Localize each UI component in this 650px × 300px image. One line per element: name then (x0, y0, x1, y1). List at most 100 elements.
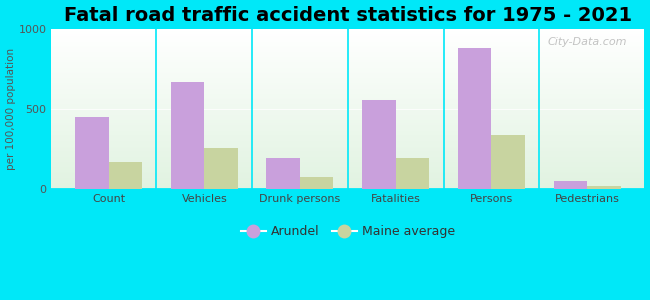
Bar (51, 136, 644, 137)
Bar (51, 73, 644, 74)
Bar (51, 63, 644, 64)
Bar (51, 77, 644, 78)
Bar (51, 148, 644, 149)
Bar (51, 150, 644, 151)
Bar (51, 133, 644, 134)
Bar (51, 99, 644, 100)
Bar (171, 82, 204, 189)
Title: Fatal road traffic accident statistics for 1975 - 2021: Fatal road traffic accident statistics f… (64, 6, 632, 25)
Bar (51, 92, 644, 93)
Bar (51, 151, 644, 152)
Bar (51, 52, 644, 53)
Bar (51, 117, 644, 118)
Bar (51, 32, 644, 33)
Bar (51, 175, 644, 176)
Bar (51, 67, 644, 68)
Bar (51, 146, 644, 147)
Bar (51, 42, 644, 43)
Bar (51, 29, 644, 30)
Bar (51, 84, 644, 85)
Bar (51, 97, 644, 98)
Bar (51, 163, 644, 164)
Bar (51, 179, 644, 180)
Bar (51, 123, 644, 124)
Bar (51, 35, 644, 36)
Bar (51, 60, 644, 61)
Bar (51, 96, 644, 97)
Bar (51, 128, 644, 129)
Bar (51, 103, 644, 104)
Bar (51, 187, 644, 188)
Bar (51, 69, 644, 70)
Bar (51, 118, 644, 119)
Bar (51, 39, 644, 40)
Bar (51, 66, 644, 67)
Bar (51, 104, 644, 105)
Bar (51, 171, 644, 172)
Bar (51, 125, 644, 126)
Bar (51, 62, 644, 63)
Bar (51, 147, 644, 148)
Bar (266, 158, 300, 189)
Bar (51, 102, 644, 103)
Bar (51, 127, 644, 128)
Bar (51, 37, 644, 38)
Bar (51, 75, 644, 76)
Bar (51, 138, 644, 139)
Bar (51, 153, 644, 154)
Bar (51, 126, 644, 127)
Legend: Arundel, Maine average: Arundel, Maine average (236, 220, 460, 244)
Bar (51, 182, 644, 183)
Bar (51, 45, 644, 46)
Bar (396, 158, 429, 189)
Bar (51, 120, 644, 121)
Bar (51, 143, 644, 144)
Bar (51, 86, 644, 87)
Bar (51, 168, 644, 169)
Bar (51, 180, 644, 181)
Bar (51, 185, 644, 186)
Bar (51, 134, 644, 135)
Bar (51, 101, 644, 102)
Bar (51, 116, 644, 117)
Bar (51, 53, 644, 54)
Bar (51, 54, 644, 55)
Bar (51, 87, 644, 88)
Y-axis label: per 100,000 population: per 100,000 population (6, 48, 16, 170)
Bar (51, 70, 644, 71)
Bar (51, 140, 644, 141)
Bar (51, 158, 644, 159)
Bar (51, 76, 644, 77)
Bar (51, 98, 644, 99)
Bar (51, 43, 644, 44)
Bar (51, 83, 644, 84)
Bar (51, 64, 644, 65)
Bar (51, 94, 644, 95)
Bar (51, 118, 644, 119)
Bar (51, 106, 644, 107)
Bar (51, 68, 644, 69)
Bar (51, 110, 644, 111)
Bar (51, 31, 644, 32)
Bar (51, 105, 644, 106)
Bar (587, 186, 621, 189)
Bar (51, 139, 644, 140)
Bar (51, 61, 644, 62)
Bar (51, 91, 644, 92)
Bar (51, 88, 644, 89)
Bar (51, 89, 644, 90)
Bar (51, 38, 644, 39)
Bar (51, 109, 644, 110)
Bar (51, 173, 644, 174)
Bar (51, 40, 644, 41)
Bar (51, 85, 644, 86)
Bar (51, 93, 644, 94)
Bar (51, 166, 644, 167)
Bar (51, 30, 644, 31)
Bar (51, 113, 644, 114)
Bar (51, 184, 644, 185)
Bar (51, 49, 644, 50)
Bar (51, 44, 644, 45)
Bar (51, 122, 644, 123)
Bar (458, 48, 491, 189)
